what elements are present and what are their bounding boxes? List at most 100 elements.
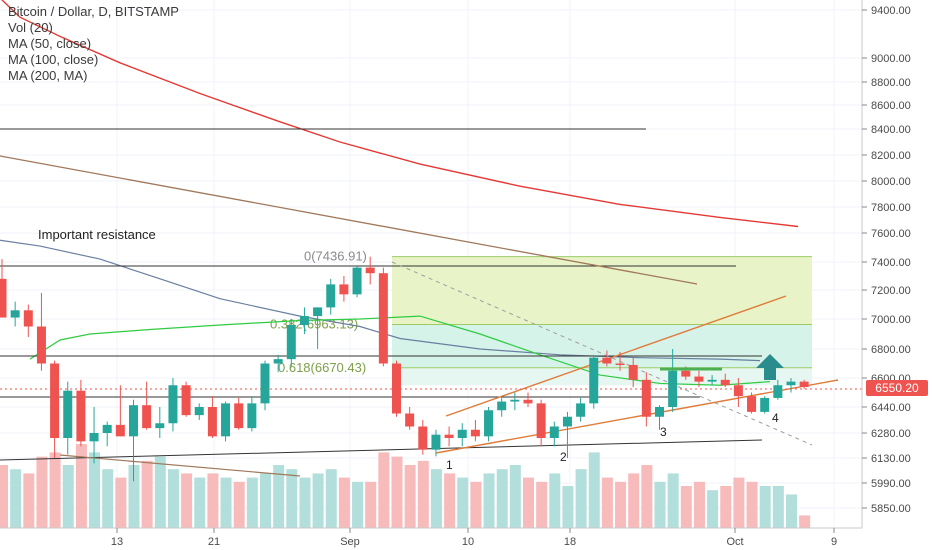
volume-bar	[562, 486, 574, 528]
volume-bar	[102, 469, 114, 528]
volume-bar	[141, 460, 153, 528]
candle-body	[589, 357, 599, 404]
time-axis-label: 21	[208, 536, 220, 548]
candle-body	[562, 416, 572, 427]
candle-body	[221, 403, 231, 437]
candle-body	[260, 363, 270, 404]
volume-bar	[536, 481, 548, 528]
volume-bar	[49, 452, 61, 528]
volume-bar	[0, 465, 8, 528]
volume-bar	[128, 465, 140, 528]
volume-bar	[496, 469, 508, 528]
candle-body	[194, 407, 204, 416]
candle-body	[378, 273, 388, 364]
volume-bar	[680, 486, 692, 528]
price-axis-label: 9000.00	[871, 53, 911, 65]
candle-body	[523, 399, 533, 404]
candle-body	[76, 390, 86, 442]
volume-bar	[575, 469, 587, 528]
candle-body	[155, 423, 165, 429]
volume-bar	[641, 465, 653, 528]
volume-bar	[759, 486, 771, 528]
price-axis-label: 6800.00	[871, 344, 911, 356]
candle-body	[142, 405, 152, 429]
candle-body	[444, 434, 454, 438]
candle-body	[299, 316, 309, 325]
price-axis-label: 8800.00	[871, 77, 911, 89]
candle-body	[799, 381, 809, 388]
volume-bar	[720, 486, 732, 528]
last-price-tag: 6550.20	[866, 380, 928, 396]
candle-body	[115, 424, 125, 437]
up-arrow-annotation	[756, 354, 784, 380]
volume-bar	[588, 452, 600, 528]
volume-bar	[654, 481, 666, 528]
time-axis-label: 10	[462, 536, 474, 548]
symbol-title[interactable]: Bitcoin / Dollar, D, BITSTAMP	[8, 4, 179, 19]
time-axis-label: 9	[831, 536, 837, 548]
volume-bar	[233, 481, 245, 528]
volume-bar	[23, 473, 35, 528]
volume-bar	[628, 473, 640, 528]
legend-ma200[interactable]: MA (200, MA)	[8, 68, 88, 83]
volume-bar	[75, 444, 87, 528]
price-axis-label: 9400.00	[871, 5, 911, 17]
candle-body	[720, 379, 730, 386]
candle-body	[36, 326, 46, 364]
candle-body	[23, 310, 33, 327]
time-axis-label: Sep	[340, 536, 360, 548]
price-axis-label: 8200.00	[871, 150, 911, 162]
candle-body	[786, 381, 796, 386]
candle-body	[773, 385, 783, 398]
chart-annotation: 3	[660, 425, 667, 439]
volume-bar	[10, 469, 22, 528]
volume-bar	[549, 473, 561, 528]
volume-bar	[338, 477, 350, 528]
descending-trend-brown	[0, 155, 698, 285]
price-axis-label: 5990.00	[871, 478, 911, 490]
volume-bar	[299, 477, 311, 528]
candle-body	[313, 307, 323, 317]
legend-ma100[interactable]: MA (100, close)	[8, 52, 99, 67]
candle-body	[641, 379, 651, 417]
candle-body	[168, 385, 178, 424]
volume-bar	[36, 456, 48, 528]
candle-body	[10, 310, 20, 318]
candle-body	[365, 267, 375, 274]
candle-body	[602, 357, 612, 364]
legend-volume[interactable]: Vol (20)	[8, 20, 53, 35]
time-axis-label: 18	[564, 536, 576, 548]
ma200-line	[1, 0, 799, 228]
legend-ma50[interactable]: MA (50, close)	[8, 36, 92, 51]
candle-body	[681, 370, 691, 377]
time-axis-panel	[0, 528, 932, 550]
fib-level-label: 0.618(6670.43)	[278, 360, 366, 375]
volume-bar	[786, 494, 797, 528]
candle-body	[247, 403, 257, 429]
fib-zone-upper	[392, 256, 812, 325]
channel-lower-line	[435, 379, 839, 454]
price-axis-label: 8600.00	[871, 100, 911, 112]
candle-body	[615, 363, 625, 365]
chart-annotation: 2	[560, 450, 567, 464]
candle-body	[628, 364, 638, 380]
candle-body	[102, 424, 112, 433]
chart-annotation: 1	[446, 458, 453, 472]
candle-body	[694, 376, 704, 382]
time-axis-label: Oct	[726, 536, 743, 548]
chart-legend: Bitcoin / Dollar, D, BITSTAMP Vol (20) M…	[8, 4, 179, 84]
volume-bar	[260, 473, 271, 528]
candle-body	[733, 385, 743, 397]
volume-bar	[509, 465, 521, 528]
volume-bar	[378, 452, 390, 528]
chart-annotation: Important resistance	[38, 227, 156, 242]
candle-body	[470, 429, 480, 437]
support-line-lower	[0, 439, 763, 461]
price-axis-label: 7000.00	[871, 314, 911, 326]
volume-bar	[667, 473, 679, 528]
volume-bar	[246, 477, 258, 528]
candle-body	[50, 363, 60, 438]
candle-body	[655, 407, 664, 417]
candle-body	[273, 359, 283, 364]
